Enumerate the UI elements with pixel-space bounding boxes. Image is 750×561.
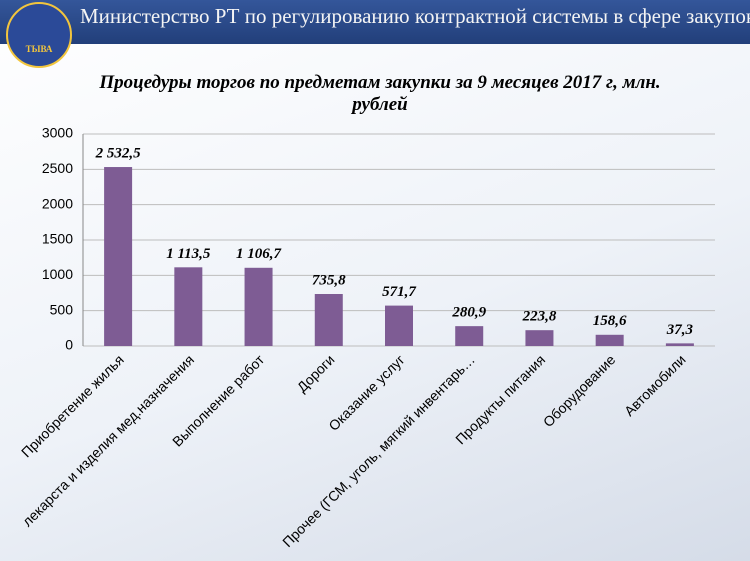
bar — [595, 334, 624, 346]
y-tick-label: 1500 — [42, 231, 73, 247]
header-band — [0, 0, 750, 44]
bar — [314, 294, 343, 346]
value-label: 158,6 — [593, 313, 627, 329]
y-tick-label: 2500 — [42, 160, 73, 176]
bar — [525, 330, 554, 346]
bar — [244, 267, 273, 346]
bar — [665, 343, 694, 346]
y-tick-label: 0 — [65, 337, 73, 353]
bar — [385, 305, 413, 346]
x-tick-label: Оборудование — [540, 351, 619, 430]
value-label: 223,8 — [522, 309, 557, 325]
value-label: 280,9 — [451, 305, 486, 321]
value-label: 1 113,5 — [166, 246, 211, 262]
value-label: 1 106,7 — [236, 246, 282, 262]
y-tick-label: 1000 — [42, 266, 73, 282]
bar — [455, 326, 484, 346]
logo: ТЫВА — [6, 2, 72, 68]
value-label: 735,8 — [312, 272, 346, 288]
value-label: 2 532,5 — [95, 145, 142, 161]
logo-text: ТЫВА — [25, 44, 53, 54]
bar — [174, 267, 203, 346]
chart-title: Процедуры торгов по предметам закупки за… — [99, 72, 661, 115]
x-tick-label: Дороги — [294, 351, 338, 395]
bar — [104, 167, 133, 346]
header-title: Министерство РТ по регулированию контрак… — [80, 4, 750, 28]
y-tick-label: 3000 — [42, 125, 73, 141]
value-label: 571,7 — [382, 284, 416, 300]
y-tick-label: 500 — [50, 301, 74, 317]
x-tick-label: Автомобили — [621, 351, 689, 419]
y-tick-label: 2000 — [42, 195, 73, 211]
value-label: 37,3 — [666, 322, 694, 338]
